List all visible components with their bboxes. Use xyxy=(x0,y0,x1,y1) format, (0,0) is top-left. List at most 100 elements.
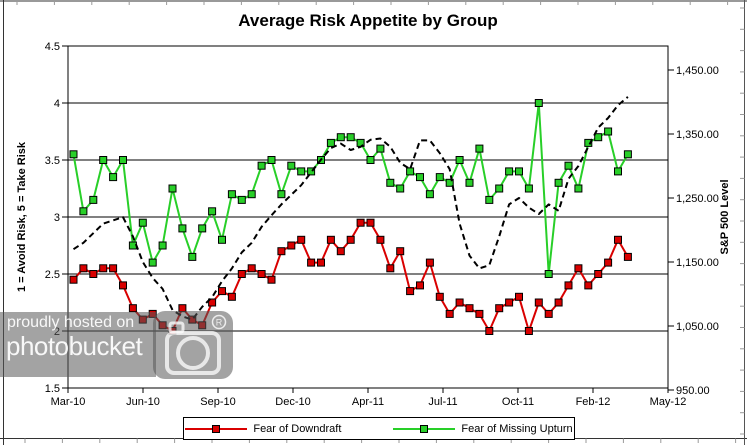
series-marker xyxy=(198,224,207,233)
series-marker xyxy=(89,270,98,278)
series-marker xyxy=(287,161,296,170)
series-marker xyxy=(406,287,415,296)
series-marker xyxy=(247,190,256,199)
legend-swatch-line xyxy=(393,424,456,433)
series-marker xyxy=(119,156,127,164)
series-marker xyxy=(594,133,603,142)
x-tick-label: Apr-11 xyxy=(352,396,384,408)
series-marker xyxy=(257,161,266,170)
watermark-band xyxy=(0,312,156,377)
series-marker xyxy=(336,247,345,256)
x-tick-label: Dec-10 xyxy=(275,396,310,408)
series-marker xyxy=(455,298,464,307)
series-marker xyxy=(614,235,622,244)
series-marker xyxy=(119,281,127,290)
chart-title: Average Risk Appetite by Group xyxy=(238,11,498,30)
series-marker xyxy=(227,190,236,199)
x-tick-label: Oct-11 xyxy=(502,396,534,408)
series-marker xyxy=(109,264,118,273)
legend-label: Fear of Missing Upturn xyxy=(461,422,573,435)
y-right-tick-label: 950.00 xyxy=(676,385,710,397)
series-marker xyxy=(425,190,434,199)
series-marker xyxy=(208,207,217,216)
series-marker xyxy=(406,167,415,176)
series-marker xyxy=(475,309,484,318)
series-marker xyxy=(376,235,385,244)
series-marker xyxy=(386,264,395,273)
series-marker xyxy=(485,327,494,335)
y-left-tick-label: 3 xyxy=(54,212,60,224)
series-marker xyxy=(148,258,157,267)
legend-item: Fear of Downdraft xyxy=(185,423,341,435)
series-marker xyxy=(69,150,78,159)
series-marker xyxy=(623,150,632,159)
series-marker xyxy=(326,235,335,244)
series-marker xyxy=(79,264,88,273)
series-marker xyxy=(396,184,405,193)
series-marker xyxy=(534,99,543,107)
watermark-camera-box: R xyxy=(153,311,233,379)
series-marker xyxy=(495,184,504,193)
x-tick-label: Jul-11 xyxy=(428,396,457,408)
series-marker xyxy=(475,144,484,153)
series-marker xyxy=(366,156,375,164)
series-marker xyxy=(128,304,137,313)
series-marker xyxy=(465,178,474,187)
series-line-s-p-500 xyxy=(72,96,629,321)
watermark-text-line1: proudly hosted on xyxy=(7,314,135,331)
series-marker xyxy=(584,281,593,290)
x-tick-label: Feb-12 xyxy=(576,396,611,408)
series-marker xyxy=(574,184,583,193)
series-marker xyxy=(287,241,296,250)
legend: Fear of Downdraft Fear of Missing Upturn xyxy=(183,417,575,440)
x-tick-label: Mar-10 xyxy=(51,396,86,408)
series-marker xyxy=(99,264,108,273)
watermark-text-line2: photobucket xyxy=(6,331,143,361)
series-marker xyxy=(208,298,217,307)
series-marker xyxy=(188,252,197,261)
series-marker xyxy=(524,184,533,193)
series-marker xyxy=(564,281,573,290)
series-marker xyxy=(326,138,335,147)
series-marker xyxy=(138,218,147,227)
y-left-tick-label: 4 xyxy=(54,98,60,110)
series-marker xyxy=(584,138,593,147)
series-marker xyxy=(237,270,246,278)
series-marker xyxy=(505,167,514,176)
y-left-tick-label: 2.5 xyxy=(45,269,60,281)
series-marker xyxy=(554,298,563,307)
y-left-tick-label: 3.5 xyxy=(45,155,60,167)
y-right-tick-label: 1,450.00 xyxy=(676,65,719,77)
series-marker xyxy=(455,156,464,164)
series-marker xyxy=(554,178,563,187)
y-right-tick-label: 1,350.00 xyxy=(676,129,719,141)
series-marker xyxy=(445,309,454,318)
series-marker xyxy=(435,292,444,301)
series-marker xyxy=(425,258,434,267)
series-marker xyxy=(307,258,316,267)
series-marker xyxy=(623,252,632,261)
series-marker xyxy=(604,127,613,136)
series-marker xyxy=(168,184,177,193)
series-marker xyxy=(416,173,424,182)
y-right-tick-label: 1,250.00 xyxy=(676,193,719,205)
series-marker xyxy=(396,247,405,256)
series-marker xyxy=(544,309,553,318)
y-left-tick-label: 4.5 xyxy=(45,41,60,53)
series-marker xyxy=(297,235,306,244)
series-marker xyxy=(524,327,533,335)
series-marker xyxy=(69,275,78,284)
series-marker xyxy=(445,178,454,187)
series-marker xyxy=(604,258,613,267)
legend-item: Fear of Missing Upturn xyxy=(393,422,573,435)
series-marker xyxy=(574,264,583,273)
series-marker xyxy=(534,298,543,307)
series-marker xyxy=(89,195,98,204)
series-marker xyxy=(614,167,622,176)
series-marker xyxy=(158,241,167,250)
legend-swatch-line xyxy=(185,424,248,433)
series-marker xyxy=(257,270,266,278)
series-marker xyxy=(267,275,276,284)
series-marker xyxy=(505,298,514,307)
